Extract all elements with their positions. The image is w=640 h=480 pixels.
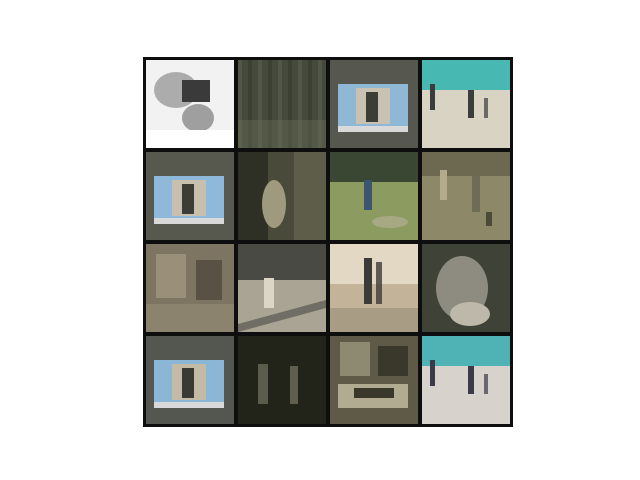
tile-r4-c3-image [330, 336, 418, 424]
image-grid [143, 57, 513, 427]
tile-r4-c4-image [422, 336, 510, 424]
tile-r3-c2 [238, 244, 326, 332]
tile-r1-c4 [422, 60, 510, 148]
tile-r1-c1-image [146, 60, 234, 148]
tile-r1-c4-image [422, 60, 510, 148]
tile-r2-c4-image [422, 152, 510, 240]
tile-r4-c3 [330, 336, 418, 424]
tile-r3-c4-image [422, 244, 510, 332]
tile-r4-c1-image [146, 336, 234, 424]
tile-r3-c3 [330, 244, 418, 332]
tile-r1-c3-image [330, 60, 418, 148]
tile-r2-c1 [146, 152, 234, 240]
tile-r1-c2-image [238, 60, 326, 148]
tile-r4-c1 [146, 336, 234, 424]
tile-r1-c3 [330, 60, 418, 148]
tile-r2-c3 [330, 152, 418, 240]
tile-r4-c2-image [238, 336, 326, 424]
tile-r2-c2 [238, 152, 326, 240]
tile-r2-c2-image [238, 152, 326, 240]
tile-r3-c4 [422, 244, 510, 332]
tile-r3-c2-image [238, 244, 326, 332]
tile-r3-c1-image [146, 244, 234, 332]
tile-r4-c4 [422, 336, 510, 424]
tile-r2-c4 [422, 152, 510, 240]
tile-r4-c2 [238, 336, 326, 424]
tile-r1-c2 [238, 60, 326, 148]
tile-r3-c3-image [330, 244, 418, 332]
tile-r2-c3-image [330, 152, 418, 240]
tile-r3-c1 [146, 244, 234, 332]
tile-r1-c1 [146, 60, 234, 148]
tile-r2-c1-image [146, 152, 234, 240]
